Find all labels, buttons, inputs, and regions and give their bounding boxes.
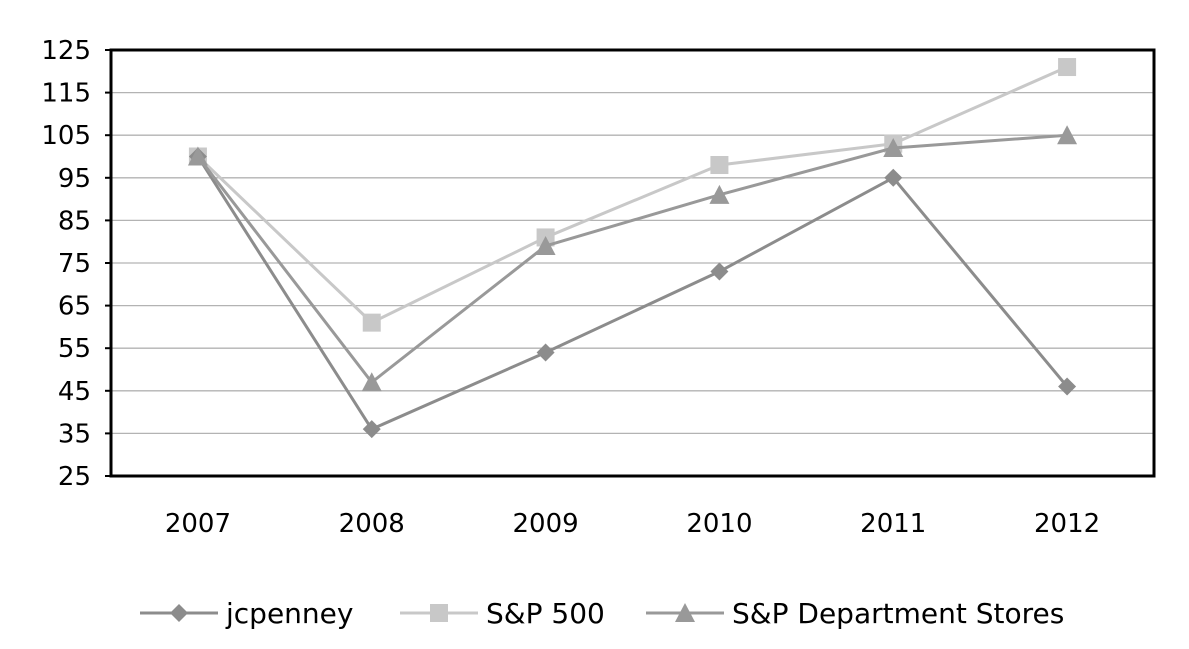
legend-item: jcpenney	[140, 597, 353, 630]
y-tick-label: 105	[41, 121, 91, 151]
y-tick-label: 45	[58, 377, 91, 407]
legend-label: S&P 500	[486, 597, 605, 630]
series-s-p-department-stores	[187, 125, 1078, 392]
data-point	[1057, 125, 1078, 145]
data-point	[883, 137, 904, 157]
legend-label: jcpenney	[225, 597, 353, 630]
data-point	[187, 146, 208, 166]
series-group	[187, 58, 1078, 439]
legend-marker	[430, 604, 448, 622]
y-tick-label: 125	[41, 36, 91, 66]
series-line	[196, 133, 1068, 384]
data-point	[710, 262, 729, 281]
data-point	[710, 156, 729, 175]
data-point	[884, 168, 903, 187]
legend: jcpenney S&P 500 S&P Department Stores	[140, 597, 1064, 630]
series-line	[196, 65, 1068, 325]
x-tick-label: 2009	[512, 509, 578, 539]
data-point	[1058, 377, 1077, 396]
data-point	[362, 313, 381, 332]
data-point	[535, 235, 556, 255]
y-tick-label: 85	[58, 206, 91, 236]
y-tick-label: 35	[58, 419, 91, 449]
y-tick-label: 55	[58, 334, 91, 364]
y-tick-label: 75	[58, 249, 91, 279]
y-tick-label: 115	[41, 79, 91, 109]
data-point	[361, 372, 382, 392]
legend-item: S&P 500	[400, 597, 605, 630]
data-point	[536, 343, 555, 362]
data-point	[362, 420, 381, 439]
y-tick-label: 95	[58, 164, 91, 194]
series-jcpenney	[188, 147, 1077, 439]
series-s-p-500	[188, 58, 1077, 332]
axes: 25 35 45 55 65 75 85 95 105 115 125 2007 2008 2009 201…	[41, 36, 1100, 539]
x-tick-label: 2008	[339, 509, 405, 539]
x-tick-label: 2010	[686, 509, 752, 539]
legend-item: S&P Department Stores	[646, 597, 1064, 630]
y-tick-label: 25	[58, 462, 91, 492]
data-point	[709, 184, 730, 204]
data-point	[1058, 58, 1077, 77]
x-tick-label: 2012	[1034, 509, 1100, 539]
series-line	[196, 155, 1069, 431]
legend-label: S&P Department Stores	[732, 597, 1064, 630]
x-tick-label: 2007	[165, 509, 231, 539]
x-tick-label: 2011	[860, 509, 926, 539]
y-tick-label: 65	[58, 292, 91, 322]
legend-marker	[170, 604, 188, 622]
legend-marker	[675, 603, 695, 622]
